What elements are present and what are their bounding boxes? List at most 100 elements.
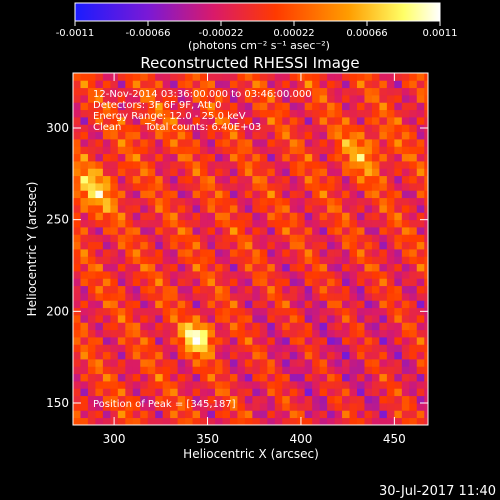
heatmap-cell (319, 197, 328, 206)
heatmap-cell (252, 388, 261, 397)
heatmap-cell (73, 403, 81, 411)
heatmap-cell (125, 131, 134, 140)
heatmap-cell (334, 366, 343, 375)
heatmap-cell (87, 293, 96, 301)
heatmap-cell (252, 329, 261, 338)
heatmap-cell (132, 388, 141, 397)
heatmap-cell (132, 256, 141, 265)
heatmap-cell (155, 190, 164, 199)
heatmap-cell (117, 168, 126, 177)
heatmap-cell (155, 315, 164, 323)
heatmap-cell (229, 168, 238, 177)
heatmap-cell (147, 109, 156, 118)
heatmap-cell (222, 234, 231, 243)
heatmap-cell (147, 417, 156, 425)
heatmap-cell (394, 124, 403, 133)
heatmap-cell (170, 351, 179, 360)
heatmap-cell (117, 249, 126, 257)
heatmap-cell (424, 87, 428, 96)
heatmap-cell (267, 359, 276, 367)
heatmap-cell (282, 87, 291, 96)
heatmap-cell (207, 278, 216, 287)
heatmap-cell (244, 366, 253, 375)
heatmap-cell (155, 102, 164, 111)
heatmap-cell (274, 388, 283, 397)
heatmap-cell (237, 87, 246, 96)
heatmap-cell (95, 351, 104, 360)
heatmap-cell (117, 315, 126, 323)
heatmap-cell (229, 241, 238, 250)
heatmap-cell (357, 249, 365, 257)
heatmap-cell (379, 307, 388, 316)
heatmap-cell (200, 263, 208, 272)
heatmap-cell (162, 175, 171, 184)
heatmap-cell (147, 168, 156, 177)
heatmap-cell (267, 300, 276, 309)
heatmap-cell (319, 344, 328, 353)
heatmap-cell (87, 373, 96, 382)
heatmap-cell (371, 293, 380, 301)
heatmap-cell (80, 366, 89, 375)
heatmap-cell (319, 102, 328, 111)
heatmap-cell (125, 234, 134, 243)
y-tick-label: 300 (46, 121, 69, 135)
heatmap-cell (200, 168, 208, 177)
heatmap-cell (342, 293, 350, 301)
heatmap-cell (244, 285, 253, 294)
heatmap-cell (229, 263, 238, 272)
heatmap-cell (252, 87, 261, 96)
heatmap-cell (401, 410, 410, 419)
heatmap-cell (192, 351, 201, 360)
heatmap-cell (342, 249, 350, 257)
heatmap-cell (401, 131, 410, 140)
heatmap-cell (349, 139, 358, 147)
heatmap-cell (132, 219, 141, 228)
heatmap-cell (282, 388, 291, 397)
heatmap-cell (170, 293, 179, 301)
heatmap-cell (87, 146, 96, 155)
heatmap-cell (327, 95, 335, 103)
heatmap-cell (297, 219, 306, 228)
heatmap-cell (177, 351, 186, 360)
heatmap-cell (319, 205, 328, 213)
heatmap-cell (237, 329, 246, 338)
heatmap-cell (342, 315, 350, 323)
heatmap-cell (177, 102, 186, 111)
heatmap-cell (334, 322, 343, 331)
heatmap-cell (73, 278, 81, 287)
heatmap-cell (357, 73, 365, 81)
heatmap-cell (132, 241, 141, 250)
heatmap-cell (147, 234, 156, 243)
heatmap-cell (394, 153, 403, 162)
heatmap-cell (357, 227, 365, 235)
heatmap-cell (132, 300, 141, 309)
heatmap-cell (319, 388, 328, 397)
heatmap-cell (80, 410, 89, 419)
heatmap-cell (229, 329, 238, 338)
heatmap-cell (267, 175, 276, 184)
heatmap-cell (177, 329, 186, 338)
heatmap-cell (207, 146, 216, 155)
heatmap-cell (371, 153, 380, 162)
heatmap-cell (289, 161, 298, 169)
heatmap-cell (192, 410, 201, 419)
heatmap-cell (289, 197, 298, 206)
heatmap-cell (289, 410, 298, 419)
heatmap-cell (147, 205, 156, 213)
heatmap-cell (304, 337, 313, 345)
heatmap-cell (409, 146, 418, 155)
heatmap-cell (170, 102, 179, 111)
heatmap-cell (319, 395, 328, 404)
heatmap-cell (125, 227, 134, 235)
heatmap-cell (424, 102, 428, 111)
heatmap-cell (222, 212, 231, 221)
heatmap-cell (87, 351, 96, 360)
heatmap-cell (304, 329, 313, 338)
heatmap-cell (237, 381, 246, 389)
heatmap-cell (215, 293, 223, 301)
heatmap-cell (409, 109, 418, 118)
heatmap-cell (267, 315, 276, 323)
heatmap-cell (102, 263, 111, 272)
heatmap-cell (80, 190, 89, 199)
heatmap-cell (80, 212, 89, 221)
